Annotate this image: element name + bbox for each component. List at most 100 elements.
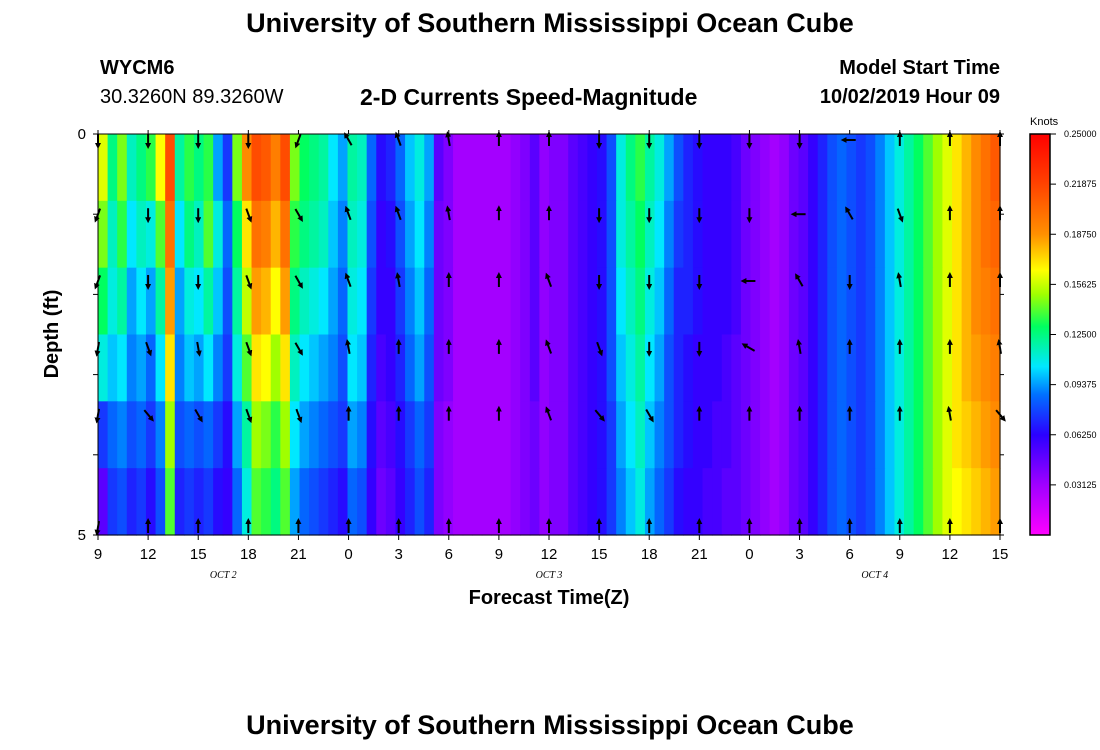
x-tick-label: 21: [290, 546, 307, 563]
current-arrow: [545, 339, 553, 354]
heat-cell: [270, 200, 281, 269]
heat-cell: [683, 267, 694, 336]
heat-cell: [261, 468, 272, 536]
heat-cell: [702, 401, 713, 469]
heat-cell: [712, 468, 723, 536]
heat-cell: [904, 401, 915, 469]
heat-cell: [865, 401, 876, 469]
heat-cell: [357, 200, 368, 269]
heat-cell: [203, 200, 214, 269]
current-arrow: [545, 406, 553, 421]
heat-cell: [760, 200, 771, 269]
heat-cell: [520, 334, 531, 402]
current-arrow: [143, 409, 154, 422]
heat-cell: [865, 200, 876, 269]
heat-cell: [980, 401, 992, 469]
heat-cell: [654, 134, 665, 202]
date-label: OCT 2: [210, 570, 237, 581]
current-arrow: [344, 132, 353, 146]
heat-cell: [683, 468, 694, 536]
y-axis: 05: [78, 126, 1004, 544]
heat-cell: [520, 401, 531, 469]
heat-cell: [673, 267, 684, 336]
current-arrow: [294, 342, 303, 356]
heat-cell: [539, 267, 550, 336]
heat-cell: [357, 401, 368, 469]
heat-cell: [193, 334, 205, 402]
heat-cell: [376, 200, 387, 269]
heat-cell: [299, 401, 310, 469]
heat-cell: [846, 134, 857, 202]
heat-cell: [654, 334, 665, 402]
heat-cell: [174, 200, 185, 269]
heat-cell: [980, 267, 992, 336]
heat-cell: [894, 401, 905, 469]
heat-cell: [702, 334, 713, 402]
colorbar-tick-label: 0.18750: [1064, 229, 1097, 239]
heat-cell: [740, 267, 752, 336]
x-tick-label: 15: [591, 546, 608, 563]
heat-cell: [942, 267, 953, 336]
heat-cell: [453, 267, 464, 336]
current-arrow: [245, 208, 253, 223]
heat-cell: [625, 200, 636, 269]
y-tick-label: 5: [78, 527, 86, 544]
heat-cell: [222, 401, 233, 469]
heat-cell: [740, 468, 752, 536]
heat-cell: [337, 334, 349, 402]
heat-cell: [587, 334, 598, 402]
heat-cell: [510, 468, 521, 536]
heat-cell: [433, 334, 445, 402]
heat-cell: [453, 401, 464, 469]
heat-cell: [865, 267, 876, 336]
heat-cell: [462, 200, 473, 269]
heat-cell: [568, 468, 579, 536]
heat-cell: [961, 267, 972, 336]
heat-cell: [779, 200, 790, 269]
heat-cell: [299, 468, 310, 536]
current-arrow: [946, 405, 953, 421]
heat-cell: [577, 200, 588, 269]
heat-cell: [385, 468, 397, 536]
heat-cell: [424, 401, 435, 469]
heat-cell: [836, 401, 848, 469]
heat-cell: [750, 468, 761, 536]
heat-cell: [942, 468, 953, 536]
heat-cell: [174, 267, 185, 336]
heat-cell: [510, 134, 521, 202]
heat-cell: [750, 401, 761, 469]
heat-cell: [539, 134, 550, 202]
heat-cell: [501, 334, 512, 402]
heat-cell: [309, 200, 320, 269]
heat-cell: [664, 468, 675, 536]
heat-cell: [126, 267, 137, 336]
heat-cell: [184, 401, 195, 469]
heat-cell: [414, 267, 425, 336]
heat-cell: [376, 267, 387, 336]
heat-cell: [155, 267, 166, 336]
heat-cell: [961, 200, 972, 269]
heat-cell: [654, 267, 665, 336]
heat-cell: [337, 267, 349, 336]
heat-cell: [251, 401, 262, 469]
heat-cell: [769, 468, 780, 536]
current-arrow: [445, 131, 452, 147]
heat-cell: [309, 267, 320, 336]
heat-cell: [875, 334, 886, 402]
heat-cell: [309, 134, 320, 202]
heat-cell: [616, 134, 627, 202]
heat-cell: [836, 334, 848, 402]
heat-cell: [558, 468, 569, 536]
heat-cell: [280, 468, 291, 536]
heat-cell: [808, 468, 819, 536]
heat-cell: [644, 134, 656, 202]
heat-cell: [213, 334, 224, 402]
heat-cell: [472, 200, 483, 269]
current-arrow: [344, 272, 352, 288]
heat-cell: [501, 134, 512, 202]
heat-cell: [529, 200, 541, 269]
heat-cell: [193, 401, 205, 469]
heat-cell: [606, 334, 617, 402]
current-arrow: [195, 341, 202, 357]
heat-cell: [952, 401, 963, 469]
